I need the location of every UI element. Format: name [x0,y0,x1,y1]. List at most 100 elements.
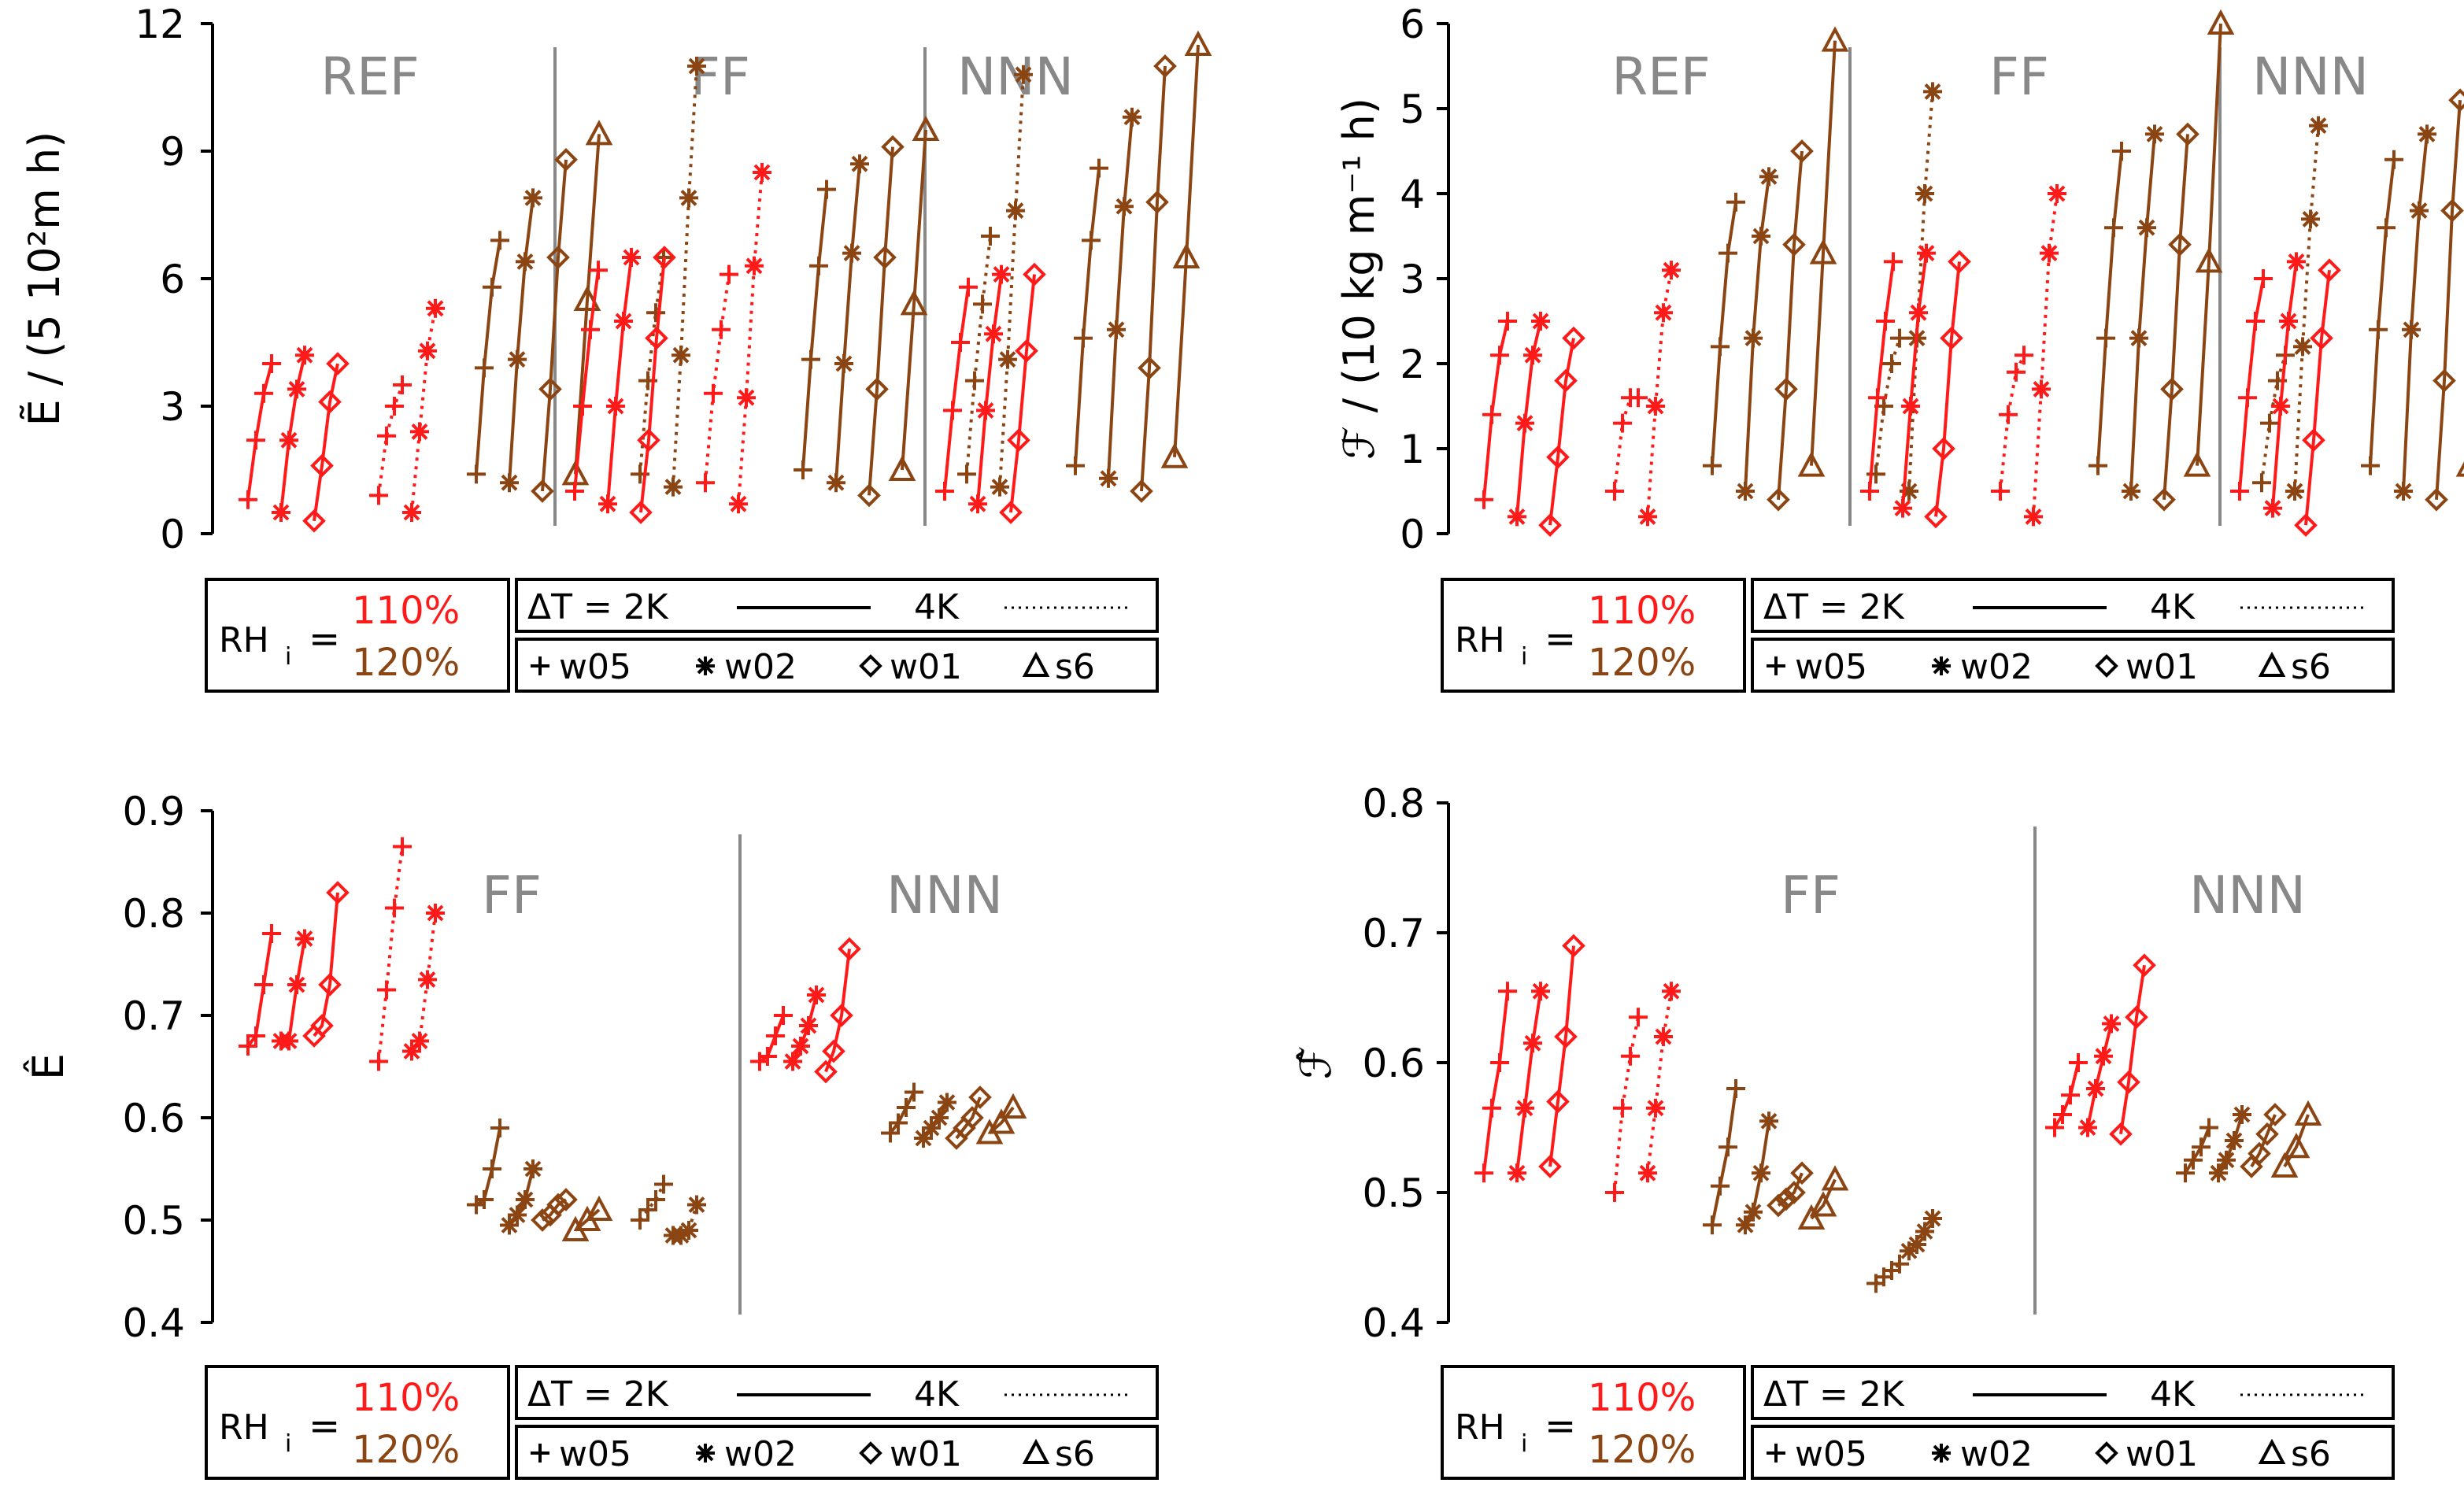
data-point [897,1098,916,1117]
data-point [679,1221,698,1240]
data-point [783,1052,802,1071]
series-ff-w05-120-2k [467,1119,509,1215]
series-nnn-w05-120-2k [2361,150,2403,475]
data-point [720,264,738,284]
series-ref-w01-110-2k [302,352,350,533]
series-line [313,892,339,1037]
data-point [1890,1254,1909,1274]
rh-legend-box [205,1365,510,1480]
data-point [2109,1122,2133,1146]
asterisk-icon [696,656,715,675]
series-line [574,134,601,475]
data-point [1515,413,1534,433]
data-point [295,346,314,365]
data-point [410,1031,429,1051]
marker-label-w01: w01 [2125,1434,2198,1474]
data-point [1546,1089,1570,1114]
dt-label: ΔT = 2K [1763,587,1905,627]
series-nnn-s6-120-2k [975,1093,1027,1145]
data-point [2152,487,2176,512]
series-ff-s6-120-2k [561,1195,613,1241]
data-point [377,426,396,446]
data-point [1703,1215,1722,1235]
dt-4k-label: 4K [2150,1374,2196,1414]
y-tick-label: 0.8 [1362,781,1425,827]
y-tick-label: 0.8 [122,891,185,937]
data-point [922,1119,941,1137]
series-ref-w02-120-4k [664,57,706,497]
data-point [475,358,494,378]
data-point [393,837,412,856]
series-line [410,912,437,1052]
y-tick-label: 0.7 [122,993,185,1039]
data-point [2086,1079,2105,1098]
series-nnn-w05-120-2k [881,1082,923,1143]
rh-120-label: 120% [1588,1428,1696,1472]
data-point [959,277,978,297]
y-tick-label: 0.6 [1362,1041,1425,1086]
series-line [801,189,828,471]
series-line [1548,338,1575,526]
series-nnn-w01-110-2k [2294,258,2341,538]
data-point [524,188,542,208]
series-ff-w05-120-2k [2088,142,2131,475]
series-line [2119,964,2146,1135]
series-ff-s6-120-2k [888,115,940,481]
series-line [737,172,764,505]
data-point [1508,507,1526,527]
data-point [696,473,715,493]
series-line [1482,320,1509,500]
series-line [1934,261,1961,517]
series-ff-w01-120-2k [1767,1161,1814,1218]
data-point [1138,356,1161,380]
legend-bottom-left: RH i = 110% 120% ΔT = 2K 4K w05 w02 w01 s6 [205,1365,1159,1480]
dt-label: ΔT = 2K [1763,1374,1905,1414]
marker-legend-box [515,638,1159,693]
series-line [1711,202,1737,466]
data-point [1821,1165,1849,1191]
data-point [2455,461,2464,477]
data-point [1629,1008,1648,1027]
data-point [1538,1155,1562,1178]
data-point [2294,513,2318,538]
data-point [585,1195,613,1221]
series-line [1744,176,1770,492]
data-point [2061,1085,2080,1105]
data-point [965,371,984,390]
data-point [1554,368,1578,393]
data-point [1508,1163,1526,1183]
data-point [629,501,653,524]
rh-subscript: i [1521,1430,1527,1458]
dt-legend-box [515,578,1159,633]
data-point [687,57,706,76]
series-line [606,257,633,505]
marker-label-w01: w01 [2125,647,2198,687]
series-line [2238,278,2265,492]
series-line [1548,945,1575,1167]
section-label-ff: FF [1781,865,1841,926]
data-point [2402,320,2421,339]
series-nnn-w02-120-2k [2394,124,2436,501]
data-point [637,428,660,453]
data-point [262,354,281,373]
series-line [1777,150,1804,500]
data-point [2394,482,2413,501]
series-line [1515,990,1542,1174]
dt-4k-label: 4K [914,1374,960,1414]
data-point [2309,116,2328,135]
data-point [1554,1025,1578,1048]
series-nnn-w02-120-2k [2209,1105,2251,1183]
data-point [573,397,592,416]
data-point [1782,232,1806,257]
data-point [1884,252,1903,272]
rh-equals: = [309,617,340,661]
series-ff-w02-120-4k [1900,1209,1942,1261]
data-point [554,147,578,172]
data-point [653,246,676,269]
series-ff-w05-110-4k [369,837,412,1071]
series-ff-w01-120-2k [857,135,905,508]
series-line [1009,274,1036,513]
data-point [2440,198,2464,223]
data-point [1923,82,1942,102]
data-point [606,397,625,416]
